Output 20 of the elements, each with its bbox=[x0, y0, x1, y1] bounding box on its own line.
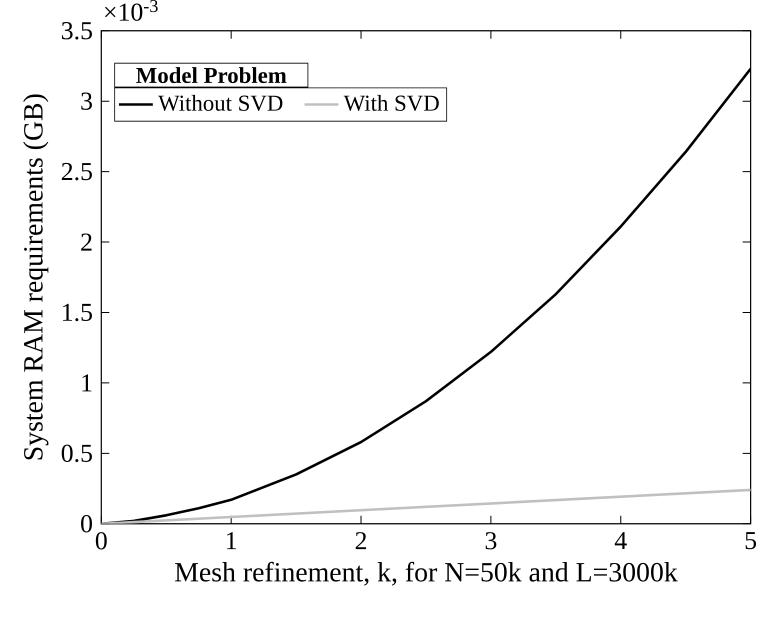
x-axis-title: Mesh refinement, k, for N=50k and L=3000k bbox=[175, 562, 678, 586]
legend-label: Without SVD bbox=[158, 94, 282, 112]
y-tick-label: 0.5 bbox=[62, 444, 92, 462]
text: ×10$^{-3}$ bbox=[105, 0, 158, 21]
y-tick-label: 2.5 bbox=[62, 163, 92, 180]
y-tick-label: 2 bbox=[81, 234, 92, 251]
legend-title: Model Problem bbox=[136, 67, 286, 84]
x-tick-label: 5 bbox=[746, 532, 756, 550]
x-tick-label: 3 bbox=[486, 532, 496, 550]
y-tick-label: 1.5 bbox=[62, 304, 92, 322]
y-tick-label: 3.5 bbox=[62, 22, 92, 40]
x-tick-label: 1 bbox=[226, 532, 236, 550]
legend-label: With SVD bbox=[344, 94, 439, 112]
y-tick-label: 1 bbox=[82, 374, 92, 392]
x-tick-label: 4 bbox=[614, 532, 627, 550]
y-axis-title: System RAM requirements (GB) bbox=[23, 94, 48, 460]
y-tick-label: 3 bbox=[81, 92, 92, 110]
y-tick-label: 0 bbox=[81, 515, 92, 533]
x-tick-label: 2 bbox=[356, 532, 366, 550]
x-tick-label: 0 bbox=[96, 532, 107, 550]
